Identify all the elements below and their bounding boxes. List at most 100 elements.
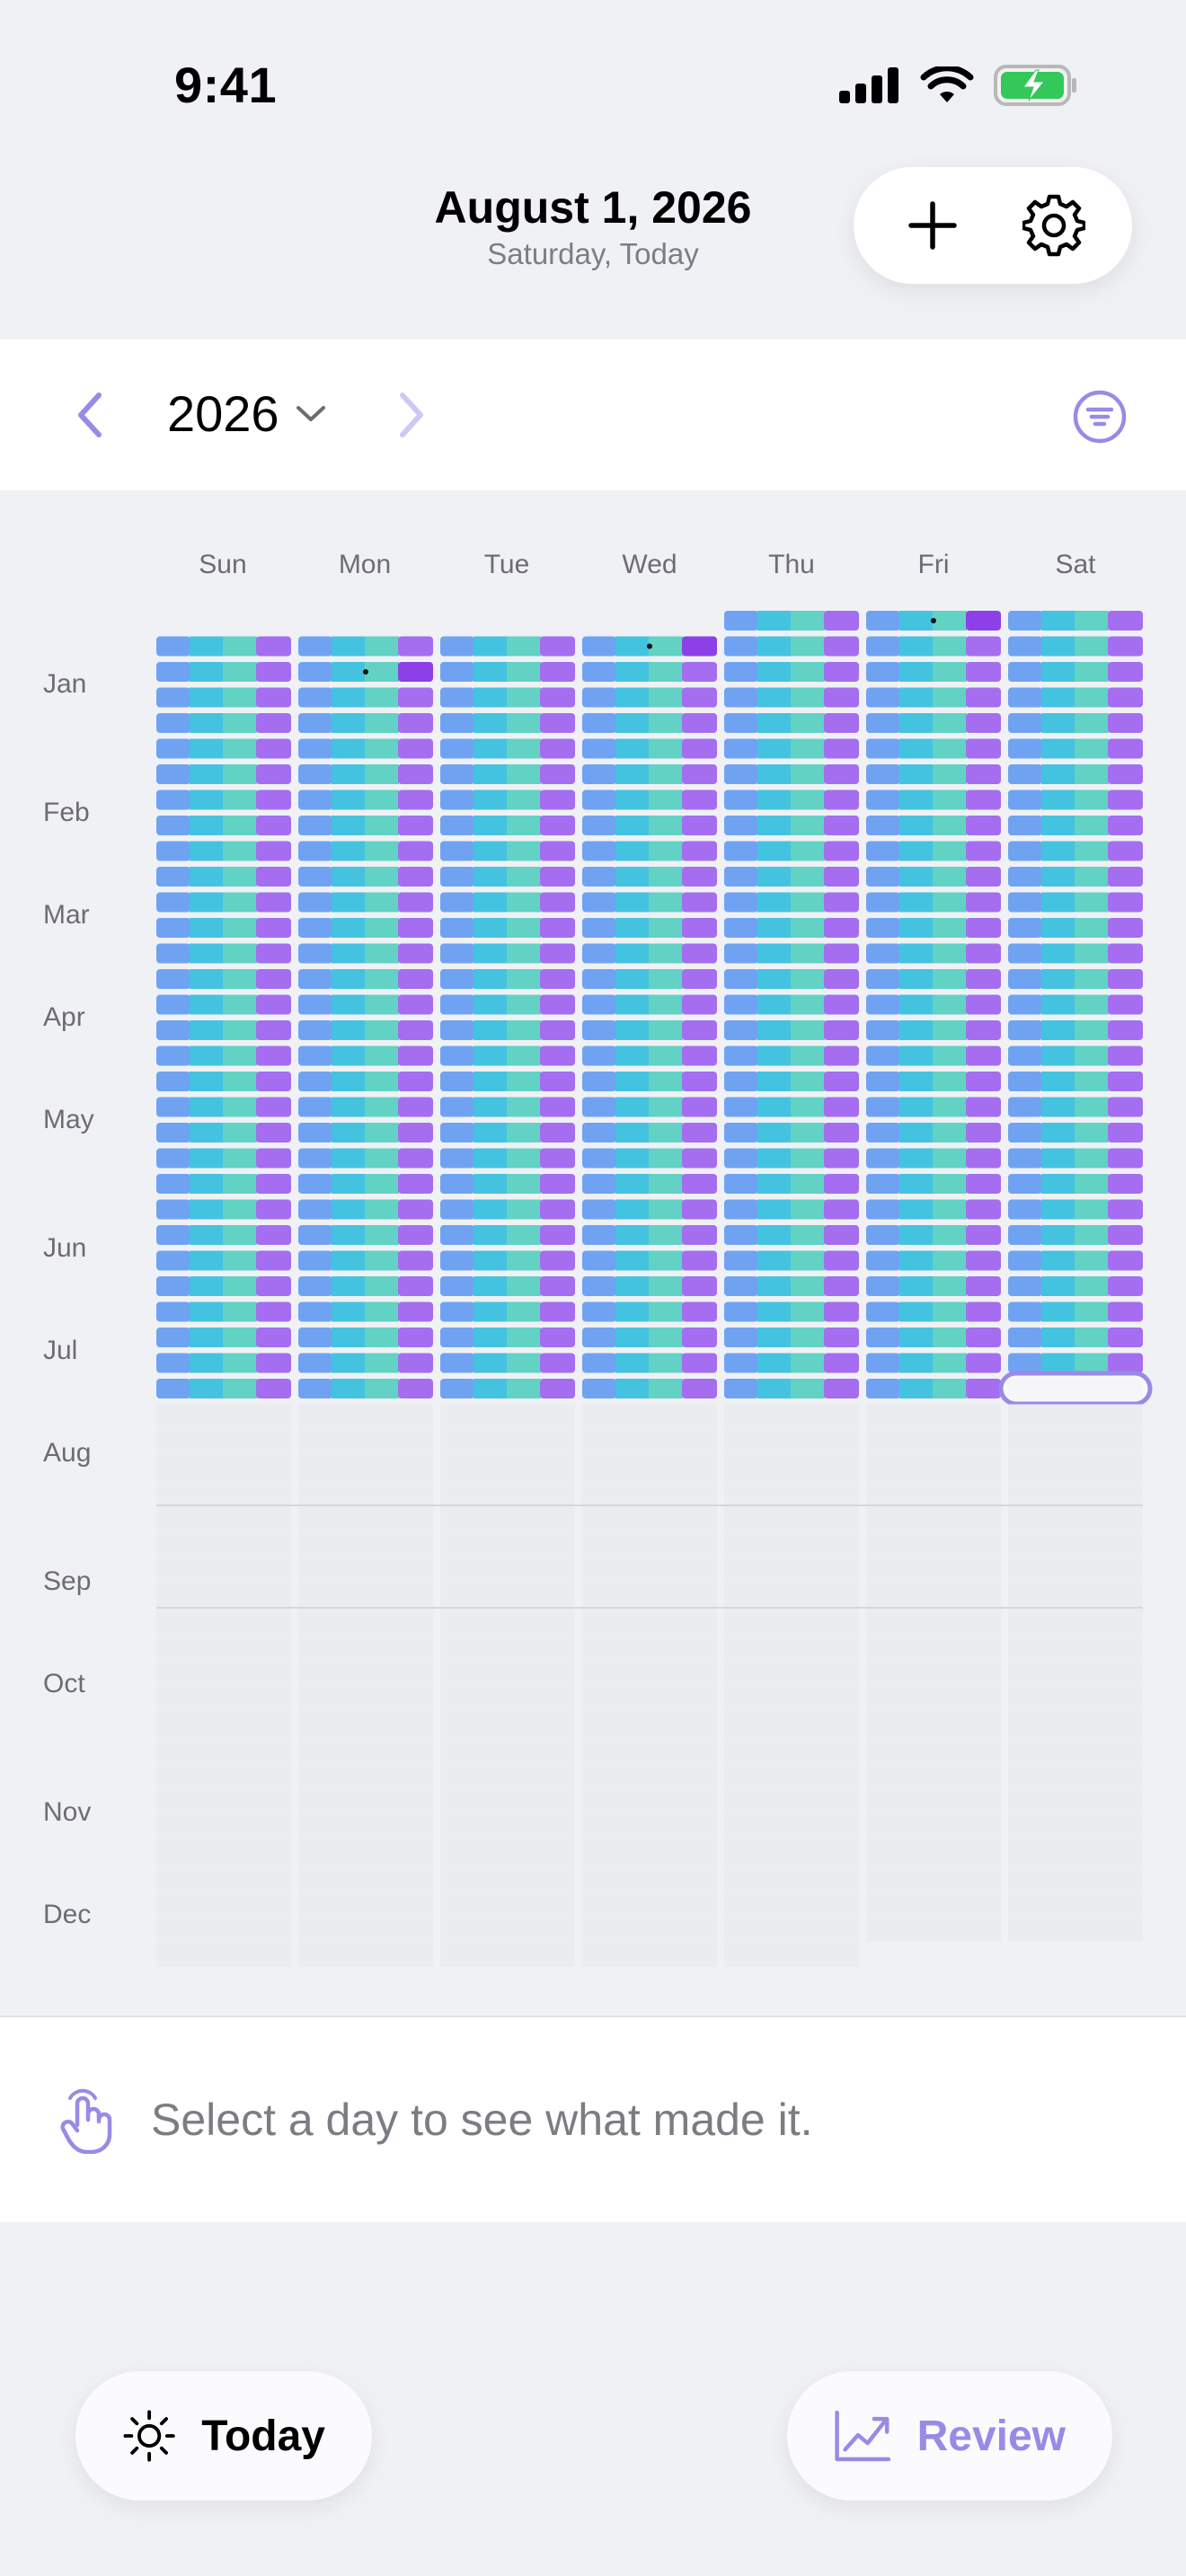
day-cell[interactable] — [724, 1250, 859, 1271]
day-cell[interactable] — [866, 892, 1001, 913]
day-cell[interactable] — [724, 1711, 859, 1737]
day-cell[interactable] — [1008, 1045, 1143, 1066]
day-cell[interactable] — [440, 1813, 575, 1839]
day-cell[interactable] — [1008, 1225, 1143, 1245]
day-cell[interactable] — [724, 636, 859, 657]
day-cell[interactable] — [440, 994, 575, 1015]
day-cell[interactable] — [156, 1225, 291, 1245]
day-cell[interactable] — [156, 1506, 291, 1532]
day-cell[interactable] — [1008, 1660, 1143, 1686]
day-cell[interactable] — [298, 1404, 433, 1430]
day-cell[interactable] — [440, 918, 575, 938]
day-cell[interactable] — [866, 1506, 1001, 1532]
day-cell[interactable] — [1008, 1353, 1143, 1373]
day-cell[interactable] — [582, 943, 717, 964]
day-cell[interactable] — [440, 1123, 575, 1142]
day-cell[interactable] — [1008, 1097, 1143, 1117]
day-cell[interactable] — [866, 1711, 1001, 1737]
day-cell[interactable] — [582, 816, 717, 835]
day-cell[interactable] — [582, 764, 717, 784]
day-cell[interactable] — [582, 1097, 717, 1117]
day-cell[interactable] — [156, 1430, 291, 1455]
day-cell[interactable] — [582, 1455, 717, 1481]
day-cell[interactable] — [866, 1353, 1001, 1373]
day-cell[interactable] — [724, 816, 859, 835]
day-cell[interactable] — [298, 1123, 433, 1142]
day-cell[interactable] — [866, 1072, 1001, 1091]
day-cell[interactable] — [1008, 1788, 1143, 1813]
day-cell[interactable] — [298, 1891, 433, 1916]
day-cell[interactable] — [1008, 1455, 1143, 1481]
day-cell[interactable] — [866, 1250, 1001, 1271]
day-cell[interactable] — [582, 1481, 717, 1506]
day-cell[interactable] — [156, 892, 291, 913]
day-cell[interactable] — [582, 1199, 717, 1220]
day-cell[interactable] — [156, 994, 291, 1015]
day-cell[interactable] — [298, 1250, 433, 1271]
day-cell[interactable] — [298, 1660, 433, 1686]
day-cell[interactable] — [582, 1148, 717, 1169]
day-cell[interactable] — [440, 1250, 575, 1271]
day-cell[interactable] — [298, 1045, 433, 1066]
day-cell[interactable] — [440, 1174, 575, 1194]
day-cell[interactable] — [298, 1301, 433, 1322]
day-cell[interactable] — [156, 841, 291, 861]
day-cell[interactable] — [1008, 1711, 1143, 1737]
day-cell[interactable] — [1008, 1762, 1143, 1788]
day-cell[interactable] — [724, 1276, 859, 1296]
day-cell[interactable] — [582, 1916, 717, 1942]
day-cell[interactable] — [1008, 841, 1143, 861]
day-cell[interactable] — [724, 1686, 859, 1711]
day-cell[interactable] — [1008, 636, 1143, 657]
day-cell[interactable] — [298, 1225, 433, 1245]
day-cell[interactable] — [156, 1942, 291, 1967]
day-cell[interactable] — [582, 1430, 717, 1455]
day-cell[interactable] — [440, 636, 575, 657]
day-cell[interactable] — [582, 1225, 717, 1245]
settings-button[interactable] — [1013, 185, 1094, 266]
day-cell[interactable] — [298, 1148, 433, 1169]
day-cell[interactable] — [298, 687, 433, 708]
day-cell[interactable] — [724, 1148, 859, 1169]
day-cell[interactable] — [866, 969, 1001, 989]
day-cell[interactable] — [156, 1916, 291, 1942]
day-cell[interactable] — [156, 1635, 291, 1660]
day-cell[interactable] — [156, 1891, 291, 1916]
day-cell[interactable] — [724, 1532, 859, 1557]
day-cell[interactable] — [582, 1045, 717, 1066]
day-cell[interactable] — [440, 1737, 575, 1762]
day-cell[interactable] — [156, 1097, 291, 1117]
day-cell[interactable] — [1008, 1301, 1143, 1322]
day-cell[interactable] — [1008, 738, 1143, 759]
day-cell[interactable] — [1008, 1199, 1143, 1220]
day-cell[interactable] — [866, 816, 1001, 835]
day-cell[interactable] — [724, 1020, 859, 1040]
day-cell[interactable] — [724, 841, 859, 861]
day-cell[interactable] — [440, 1506, 575, 1532]
day-cell[interactable] — [1008, 943, 1143, 964]
day-cell[interactable] — [724, 713, 859, 733]
day-cell[interactable] — [724, 1328, 859, 1347]
day-cell[interactable] — [582, 1404, 717, 1430]
day-cell[interactable] — [440, 1276, 575, 1296]
day-cell[interactable] — [582, 918, 717, 938]
day-cell[interactable] — [724, 1839, 859, 1865]
day-cell[interactable] — [298, 918, 433, 938]
day-cell[interactable] — [724, 1225, 859, 1245]
day-cell[interactable] — [1008, 611, 1143, 631]
day-cell[interactable] — [582, 994, 717, 1015]
day-cell[interactable] — [866, 636, 1001, 657]
day-cell[interactable] — [582, 1686, 717, 1711]
day-cell[interactable] — [156, 943, 291, 964]
day-cell[interactable] — [156, 1686, 291, 1711]
day-cell[interactable] — [1008, 994, 1143, 1015]
day-cell[interactable] — [298, 1865, 433, 1891]
day-cell[interactable] — [866, 1097, 1001, 1117]
day-cell[interactable] — [582, 1123, 717, 1142]
day-cell[interactable] — [866, 1813, 1001, 1839]
day-cell[interactable] — [440, 1301, 575, 1322]
day-cell[interactable] — [1008, 1072, 1143, 1091]
day-cell[interactable] — [866, 1481, 1001, 1506]
day-cell[interactable] — [866, 1148, 1001, 1169]
day-cell[interactable] — [582, 790, 717, 810]
